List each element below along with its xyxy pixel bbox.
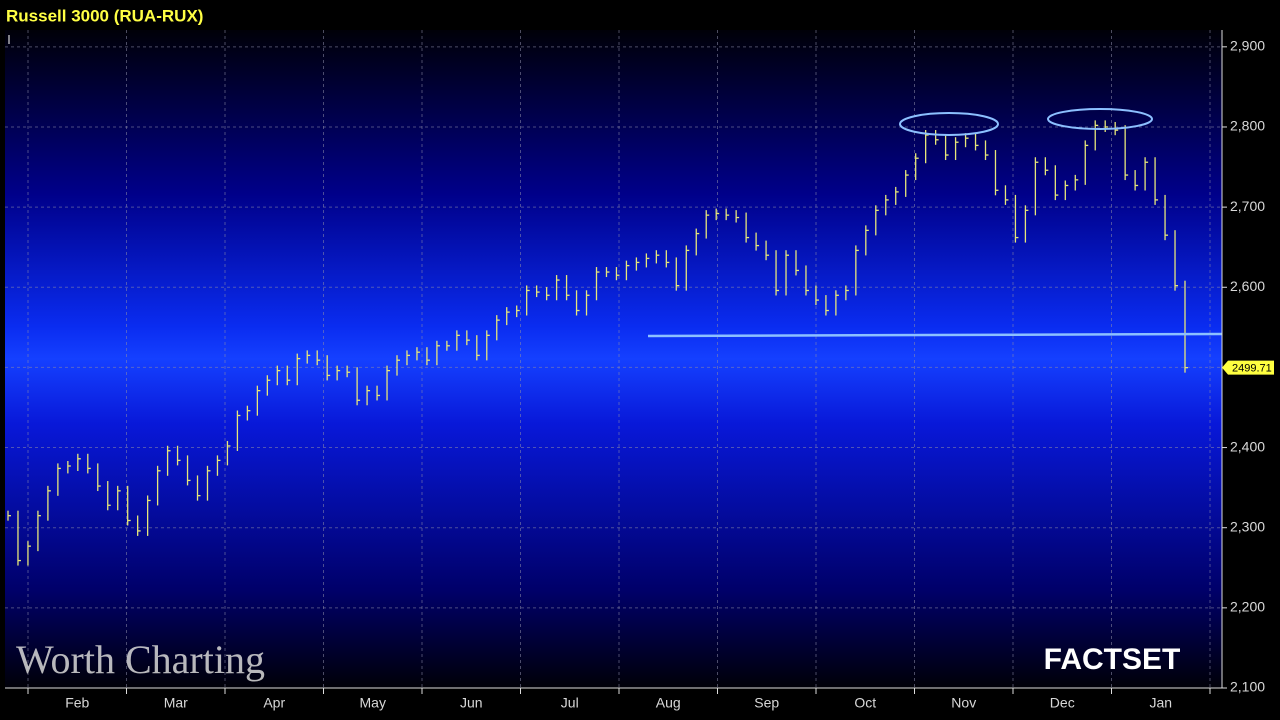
x-tick-label: Dec bbox=[1050, 695, 1075, 711]
x-tick-label: Jul bbox=[561, 695, 579, 711]
x-tick-label: Jan bbox=[1149, 695, 1172, 711]
support-line bbox=[647, 332, 1223, 338]
x-tick-label: Jun bbox=[460, 695, 483, 711]
last-price-label: 2499.71 bbox=[1232, 363, 1272, 375]
y-tick-label: 2,400 bbox=[1230, 438, 1265, 454]
plot-area bbox=[5, 30, 1222, 688]
x-tick-label: Feb bbox=[65, 695, 89, 711]
y-tick-label: 2,800 bbox=[1230, 118, 1265, 134]
y-tick-label: 2,200 bbox=[1230, 599, 1265, 615]
grid bbox=[5, 30, 1222, 689]
x-tick-label: Aug bbox=[656, 695, 681, 711]
x-tick-label: May bbox=[360, 695, 386, 711]
annotation-ellipse bbox=[899, 112, 999, 136]
y-tick-label: 2,300 bbox=[1230, 518, 1265, 534]
chart-title: Russell 3000 (RUA-RUX) bbox=[6, 6, 203, 25]
y-tick-label: 2,900 bbox=[1230, 38, 1265, 54]
y-tick-label: 2,700 bbox=[1230, 198, 1265, 214]
watermark: Worth Charting bbox=[16, 637, 265, 682]
watermark: FACTSET bbox=[1044, 643, 1181, 676]
last-price-marker bbox=[1222, 360, 1274, 375]
price-bars bbox=[7, 120, 1188, 566]
axis-labels: 2,1002,2002,3002,4002,5002,6002,7002,800… bbox=[27, 38, 1274, 711]
y-tick-label: 2,100 bbox=[1230, 679, 1265, 695]
x-tick-label: Sep bbox=[754, 695, 779, 711]
annotation-ellipse bbox=[1047, 108, 1153, 130]
y-tick-label: 2,600 bbox=[1230, 278, 1265, 294]
x-tick-label: Apr bbox=[263, 695, 285, 711]
x-tick-label: Oct bbox=[854, 695, 876, 711]
x-tick-label: Nov bbox=[951, 695, 976, 711]
x-tick-label: Mar bbox=[164, 695, 188, 711]
